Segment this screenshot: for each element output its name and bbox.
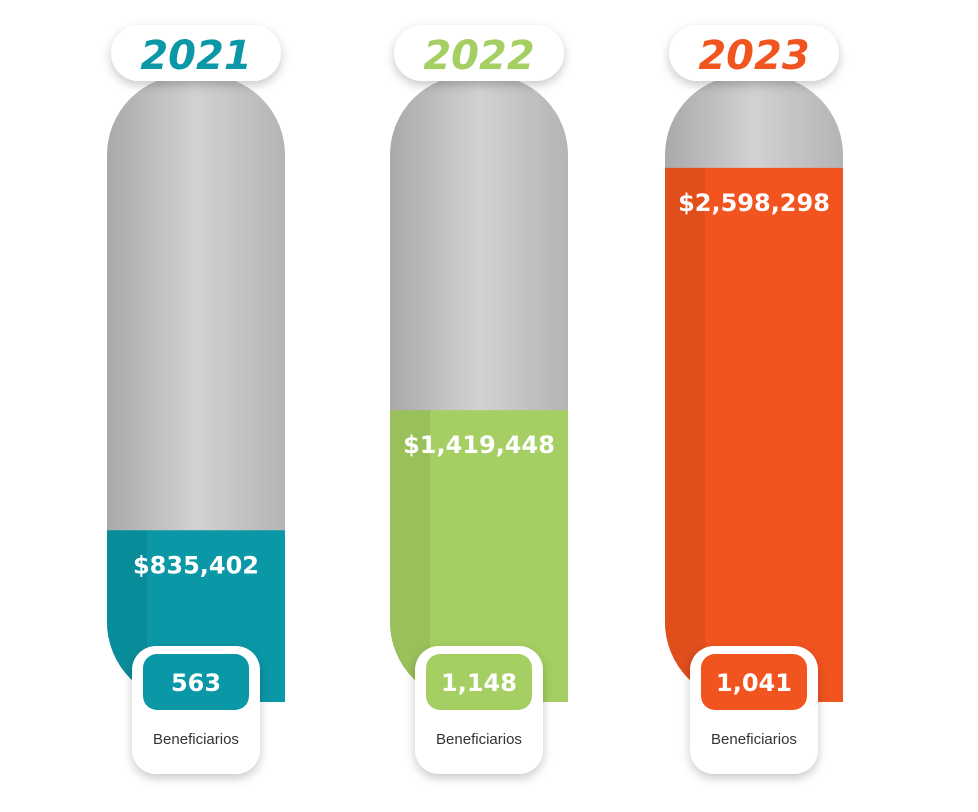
value-label-2022: $1,419,448 (403, 431, 555, 459)
value-label-2023: $2,598,298 (678, 189, 830, 217)
column-2022: $1,419,448 2022 1,148 Beneficiarios (390, 25, 568, 774)
year-label-2023: 2023 (698, 33, 809, 79)
bar-shade-2023 (665, 167, 705, 702)
beneficiaries-badge-2022 (426, 654, 532, 710)
year-label-2022: 2022 (423, 33, 534, 79)
year-pill-2022 (394, 25, 564, 81)
beneficiaries-count-2023: 1,041 (716, 669, 792, 697)
bar-2023 (665, 167, 843, 702)
column-2021: $835,402 2021 563 Beneficiarios (107, 25, 285, 774)
beneficiaries-badge-2023 (701, 654, 807, 710)
year-label-2021: 2021 (140, 33, 251, 79)
beneficiaries-caption-2023: Beneficiarios (711, 731, 797, 748)
year-pill-2021 (111, 25, 281, 81)
column-2023: $2,598,298 2023 1,041 Beneficiarios (665, 25, 843, 774)
beneficiaries-count-2021: 563 (171, 669, 221, 697)
year-pill-2023 (669, 25, 839, 81)
beneficiaries-badge-2021 (143, 654, 249, 710)
beneficiaries-caption-2022: Beneficiarios (436, 731, 522, 748)
value-label-2021: $835,402 (133, 551, 259, 579)
beneficiaries-count-2022: 1,148 (441, 669, 517, 697)
beneficiaries-caption-2021: Beneficiarios (153, 731, 239, 748)
